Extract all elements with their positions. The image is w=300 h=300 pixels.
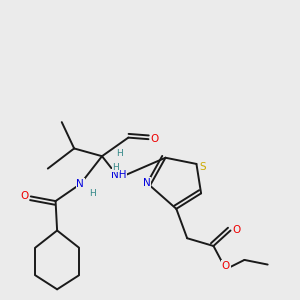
Text: H: H <box>89 189 96 198</box>
Text: H: H <box>112 163 119 172</box>
Text: O: O <box>222 261 230 271</box>
Text: O: O <box>20 191 29 201</box>
Text: O: O <box>232 226 241 236</box>
Text: S: S <box>199 162 206 172</box>
Text: N: N <box>143 178 151 188</box>
Text: NH: NH <box>111 170 127 180</box>
Text: H: H <box>116 148 122 158</box>
Text: O: O <box>151 134 159 144</box>
Text: N: N <box>76 179 84 189</box>
